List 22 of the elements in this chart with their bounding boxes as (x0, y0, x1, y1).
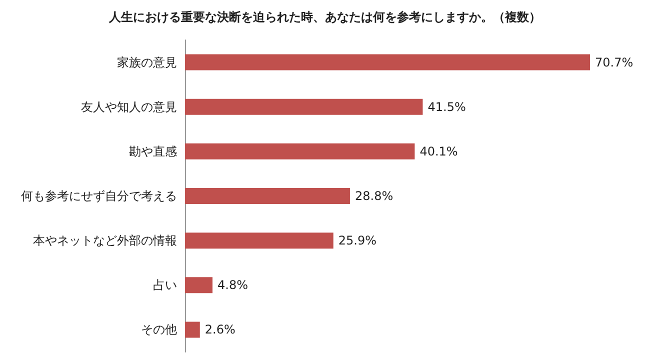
data-label: 28.8% (354, 189, 394, 203)
data-label: 40.1% (420, 144, 458, 158)
y-tick-label: その他 (141, 322, 177, 337)
chart-title: 人生における重要な決断を迫られた時、あなたは何を参考にしますか。（複数） (108, 10, 541, 24)
data-label: 70.7% (595, 55, 634, 70)
bar (185, 277, 212, 294)
data-label: 2.6% (204, 322, 236, 337)
y-tick-label: 何も参考にせず自分で考える (21, 189, 177, 203)
bar (185, 143, 415, 160)
y-tick-label: 友人や知人の意見 (81, 100, 177, 114)
data-label: 41.5% (428, 100, 466, 114)
y-tick-label: 勘や直感 (129, 144, 177, 158)
bar (185, 322, 200, 338)
bar (185, 98, 423, 115)
y-tick-label: 家族の意見 (117, 55, 177, 70)
data-label: 4.8% (217, 278, 248, 292)
data-label: 25.9% (338, 234, 376, 248)
bar (185, 54, 590, 70)
y-tick-label: 本やネットなど外部の情報 (33, 234, 177, 248)
y-tick-label: 占い (153, 278, 177, 292)
bar (185, 188, 350, 204)
bar (185, 232, 334, 249)
